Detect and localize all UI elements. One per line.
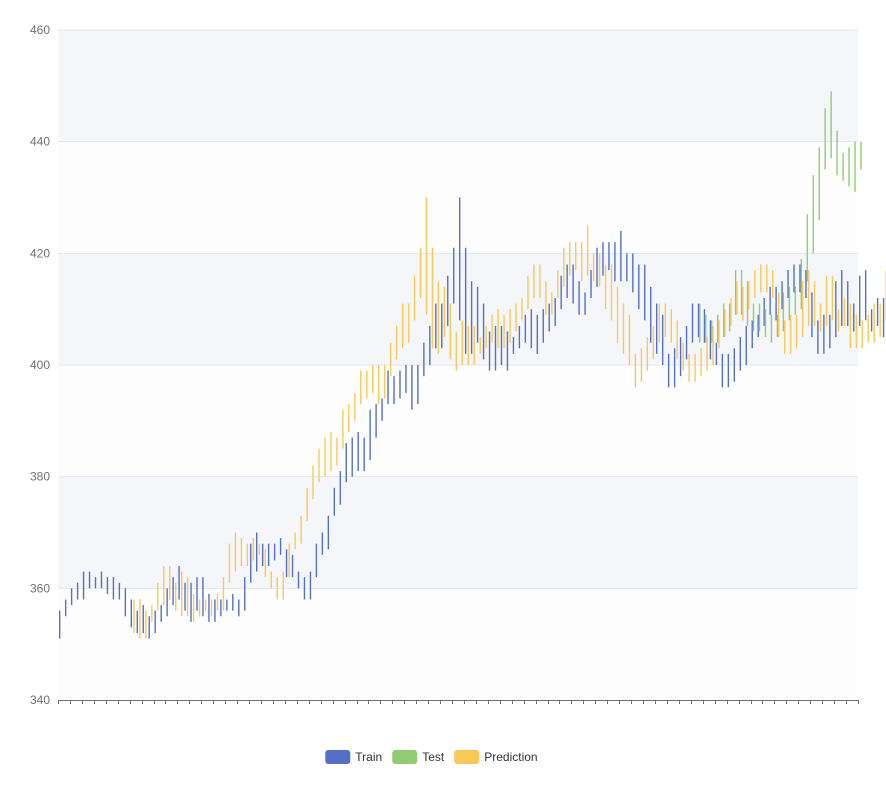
plot-background-bands bbox=[58, 30, 858, 700]
legend-label: Test bbox=[422, 750, 445, 764]
legend-item-prediction[interactable]: Prediction bbox=[454, 750, 538, 764]
y-tick-label: 340 bbox=[30, 693, 50, 707]
y-tick-label: 380 bbox=[30, 470, 50, 484]
legend-item-test[interactable]: Test bbox=[392, 750, 445, 764]
legend-swatch bbox=[454, 750, 480, 764]
background-band bbox=[58, 588, 858, 700]
legend: Train Test Prediction bbox=[325, 750, 538, 764]
y-axis-tick-labels: 340 360 380 400 420 440 460 bbox=[30, 23, 50, 707]
background-band bbox=[58, 365, 858, 477]
legend-swatch bbox=[392, 750, 418, 764]
y-tick-label: 360 bbox=[30, 581, 50, 595]
background-band bbox=[58, 476, 858, 589]
background-band bbox=[58, 141, 858, 254]
y-tick-label: 460 bbox=[30, 23, 50, 37]
series-prediction bbox=[133, 197, 886, 639]
series-marks bbox=[58, 91, 886, 639]
series-test bbox=[699, 91, 862, 343]
y-tick-label: 400 bbox=[30, 358, 50, 372]
y-tick-label: 420 bbox=[30, 246, 50, 260]
legend-label: Train bbox=[355, 750, 382, 764]
background-band bbox=[58, 30, 858, 142]
legend-item-train[interactable]: Train bbox=[325, 750, 382, 764]
background-band bbox=[58, 253, 858, 365]
x-axis bbox=[58, 700, 859, 704]
y-tick-label: 440 bbox=[30, 135, 50, 149]
legend-swatch bbox=[325, 750, 351, 764]
legend-label: Prediction bbox=[484, 750, 537, 764]
series-train bbox=[58, 197, 885, 639]
